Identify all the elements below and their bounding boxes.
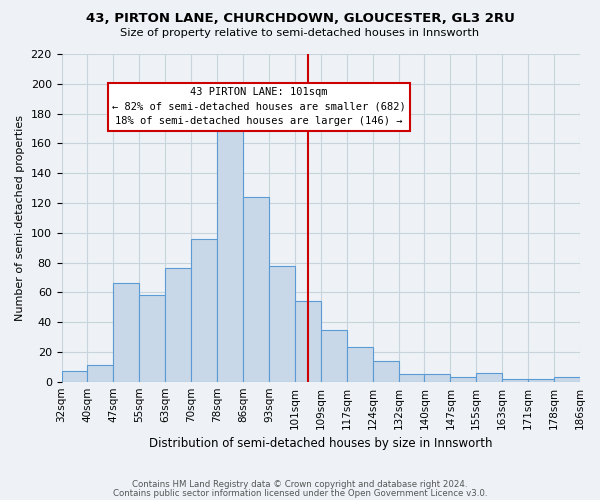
- Text: Contains public sector information licensed under the Open Government Licence v3: Contains public sector information licen…: [113, 488, 487, 498]
- Bar: [88, 366, 113, 382]
- Bar: [191, 238, 217, 382]
- Text: Contains HM Land Registry data © Crown copyright and database right 2024.: Contains HM Land Registry data © Crown c…: [132, 480, 468, 489]
- Bar: [217, 128, 243, 382]
- Bar: [554, 377, 580, 382]
- Bar: [424, 374, 451, 382]
- Bar: [321, 330, 347, 382]
- Text: 43 PIRTON LANE: 101sqm
← 82% of semi-detached houses are smaller (682)
18% of se: 43 PIRTON LANE: 101sqm ← 82% of semi-det…: [112, 87, 406, 126]
- Y-axis label: Number of semi-detached properties: Number of semi-detached properties: [15, 115, 25, 321]
- Bar: [113, 284, 139, 382]
- Bar: [451, 377, 476, 382]
- Bar: [347, 348, 373, 382]
- Bar: [502, 378, 528, 382]
- X-axis label: Distribution of semi-detached houses by size in Innsworth: Distribution of semi-detached houses by …: [149, 437, 493, 450]
- Bar: [528, 378, 554, 382]
- Bar: [373, 361, 398, 382]
- Bar: [295, 301, 321, 382]
- Text: 43, PIRTON LANE, CHURCHDOWN, GLOUCESTER, GL3 2RU: 43, PIRTON LANE, CHURCHDOWN, GLOUCESTER,…: [86, 12, 514, 26]
- Bar: [139, 296, 165, 382]
- Bar: [269, 266, 295, 382]
- Bar: [398, 374, 424, 382]
- Text: Size of property relative to semi-detached houses in Innsworth: Size of property relative to semi-detach…: [121, 28, 479, 38]
- Bar: [62, 372, 88, 382]
- Bar: [243, 197, 269, 382]
- Bar: [165, 268, 191, 382]
- Bar: [476, 372, 502, 382]
